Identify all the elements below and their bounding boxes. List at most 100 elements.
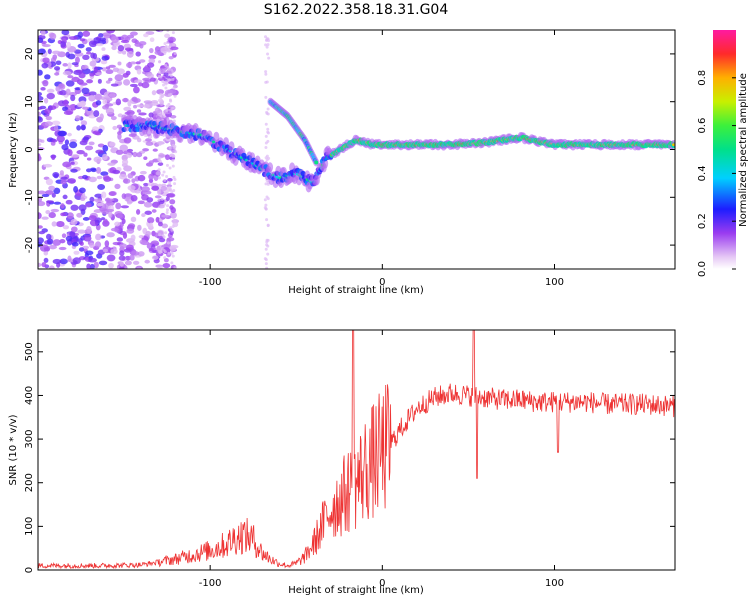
snr-ticks: -100 0 100 0 100 200 300 400 500 [24, 330, 675, 589]
heat-speckle [266, 131, 270, 135]
heat-speckle [122, 73, 129, 78]
heat-speckle [42, 44, 51, 48]
heat-speckle [136, 152, 143, 158]
heat-speckle [149, 77, 156, 82]
heat-speckle [143, 201, 153, 208]
heat-speckle [264, 182, 268, 186]
heat-speckle [83, 152, 88, 157]
heat-speckle [161, 214, 170, 218]
heat-speckle [168, 98, 172, 102]
heat-speckle [84, 145, 94, 151]
heat-speckle [143, 156, 148, 160]
heat-speckle [86, 51, 92, 55]
heat-speckle [110, 227, 119, 232]
heat-speckle [95, 100, 102, 106]
heat-speckle [155, 252, 164, 257]
heat-ridge-core [126, 124, 130, 127]
heat-speckle [127, 223, 136, 229]
heat-speckle [163, 51, 167, 55]
heat-speckle [154, 232, 159, 238]
heat-speckle [154, 107, 161, 114]
heat-speckle [94, 93, 103, 101]
heat-speckle [168, 56, 174, 60]
heat-speckle [169, 226, 173, 230]
snr-frame [37, 329, 676, 571]
heat-speckle [83, 235, 92, 242]
heat-speckle [173, 182, 177, 186]
heat-speckle [136, 104, 145, 108]
heat-speckle [173, 94, 177, 98]
heat-speckle [126, 152, 133, 158]
heat-speckle [169, 199, 176, 205]
heat-speckle [126, 50, 134, 58]
heat-speckle [102, 153, 108, 161]
heat-speckle [151, 185, 160, 191]
heat-speckle [117, 133, 122, 140]
heat-speckle [110, 115, 117, 121]
heat-speckle [116, 213, 123, 219]
heat-speckle [82, 54, 90, 61]
colorbar-ticks: 0.0 0.2 0.4 0.6 0.8 [697, 70, 736, 277]
snr-x-tick-label: -100 [199, 578, 222, 589]
spectrogram-heatmap [38, 30, 675, 269]
heat-speckle [130, 234, 136, 241]
heat-speckle [93, 110, 100, 117]
heat-speckle [124, 255, 131, 261]
heat-speckle [86, 157, 92, 161]
heat-speckle [112, 125, 118, 131]
heat-speckle [55, 60, 62, 66]
heat-speckle [97, 183, 106, 191]
heat-speckle [158, 218, 162, 222]
heat-speckle [71, 226, 78, 233]
heat-speckle [93, 156, 102, 163]
heat-speckle [120, 205, 130, 209]
heat-speckle [53, 201, 62, 205]
heat-speckle [139, 170, 147, 175]
snr-x-tick-label: 100 [545, 578, 564, 589]
heat-speckle [67, 132, 72, 137]
heat-speckle [167, 251, 171, 255]
heat-speckle [158, 183, 162, 187]
heat-speckle [168, 166, 172, 170]
heat-speckle [104, 197, 111, 203]
heat-speckle [95, 233, 102, 241]
spectrogram-y-axis-label: Frequency (Hz) [8, 112, 19, 188]
heat-speckle [149, 47, 154, 54]
heat-speckle [70, 94, 76, 102]
heat-speckle [38, 106, 43, 110]
heat-speckle [264, 203, 268, 207]
heat-speckle [41, 193, 50, 198]
snr-y-tick-label: 500 [24, 342, 35, 361]
heat-speckle [71, 62, 79, 66]
heat-speckle [38, 111, 42, 116]
heat-speckle [158, 159, 162, 163]
heat-speckle [133, 104, 138, 109]
heat-speckle [38, 37, 44, 44]
heat-speckle [263, 257, 267, 261]
heat-speckle [96, 175, 103, 180]
heat-speckle [65, 199, 73, 205]
heat-speckle [157, 70, 161, 74]
heat-speckle [68, 36, 78, 41]
snr-line [38, 330, 675, 570]
heat-speckle [61, 233, 67, 238]
heat-speckle [141, 186, 150, 193]
colorbar-tick-label: 0.4 [697, 165, 708, 181]
snr-y-tick-label: 200 [24, 473, 35, 492]
heat-speckle [44, 121, 53, 127]
heat-speckle [45, 116, 53, 121]
heat-speckle [70, 204, 79, 211]
heat-speckle [143, 182, 149, 187]
heat-speckle [88, 215, 97, 221]
heat-speckle [122, 98, 129, 103]
heat-speckle [110, 83, 119, 87]
heat-speckle [155, 171, 161, 176]
heat-speckle [67, 62, 72, 69]
heat-speckle [79, 100, 87, 107]
heat-speckle [106, 30, 115, 34]
heat-speckle [167, 93, 171, 97]
heat-speckle [264, 207, 268, 211]
heat-speckle [95, 149, 105, 154]
heat-speckle [164, 45, 168, 49]
heat-speckle [77, 229, 86, 234]
